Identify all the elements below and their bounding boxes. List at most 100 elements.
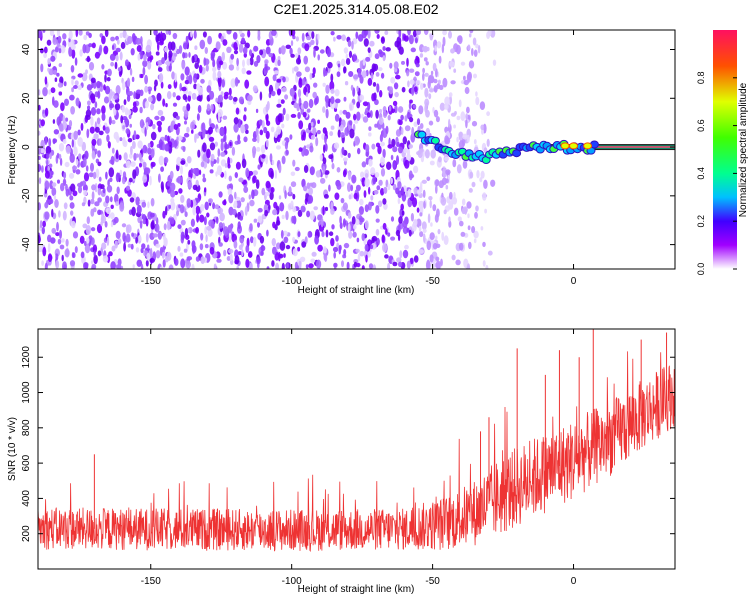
noise-speckle (226, 30, 232, 35)
noise-speckle (151, 220, 155, 230)
noise-speckle (410, 133, 416, 143)
noise-speckle (115, 201, 120, 207)
noise-speckle (145, 121, 149, 130)
noise-speckle (398, 261, 403, 267)
noise-speckle (481, 128, 484, 135)
noise-speckle (437, 228, 441, 235)
noise-speckle (281, 123, 285, 129)
noise-speckle (256, 256, 261, 265)
noise-speckle (361, 233, 365, 242)
noise-speckle (90, 162, 94, 172)
colorbar-tick-label: 0.0 (696, 263, 706, 276)
noise-speckle (198, 131, 203, 137)
noise-speckle (50, 87, 56, 94)
noise-speckle (458, 242, 464, 251)
noise-speckle (38, 202, 41, 211)
noise-speckle (152, 233, 159, 238)
noise-speckle (354, 218, 360, 226)
noise-speckle (229, 253, 233, 262)
noise-speckle (353, 192, 358, 200)
noise-speckle (341, 146, 345, 155)
noise-speckle (148, 89, 151, 95)
noise-speckle (355, 31, 359, 40)
noise-speckle (407, 80, 410, 88)
noise-speckle (104, 85, 111, 95)
noise-speckle (42, 87, 48, 97)
noise-speckle (392, 100, 398, 107)
noise-speckle (180, 231, 185, 241)
noise-speckle (164, 134, 168, 142)
noise-speckle (237, 221, 241, 230)
noise-speckle (147, 147, 152, 155)
noise-speckle (395, 129, 402, 137)
noise-speckle (125, 224, 130, 234)
noise-speckle (210, 53, 215, 61)
noise-speckle (141, 214, 147, 221)
noise-speckle (413, 165, 419, 174)
noise-speckle (335, 98, 341, 104)
noise-speckle (256, 55, 261, 64)
noise-speckle (346, 261, 350, 269)
noise-speckle (324, 95, 329, 103)
noise-speckle (200, 204, 205, 212)
noise-speckle (291, 67, 295, 74)
noise-speckle (378, 67, 383, 72)
noise-speckle (259, 129, 264, 136)
noise-speckle (188, 74, 193, 85)
noise-speckle (199, 214, 205, 223)
noise-speckle (119, 169, 123, 176)
noise-speckle (63, 81, 67, 87)
noise-speckle (421, 221, 427, 231)
noise-speckle (81, 72, 88, 82)
noise-speckle (407, 30, 411, 36)
noise-speckle (155, 51, 160, 56)
noise-speckle (121, 223, 127, 228)
noise-speckle (233, 200, 238, 208)
noise-speckle (78, 153, 82, 160)
noise-speckle (196, 213, 200, 223)
noise-speckle (375, 72, 380, 77)
snr-y-tick-label: 1000 (21, 381, 32, 404)
noise-speckle (233, 96, 238, 102)
noise-speckle (383, 186, 388, 194)
noise-speckle (158, 40, 164, 46)
noise-speckle (237, 139, 241, 145)
noise-speckle (198, 64, 203, 74)
noise-speckle (265, 191, 270, 197)
noise-speckle (234, 77, 239, 87)
noise-speckle (207, 228, 213, 237)
noise-speckle (135, 247, 140, 253)
noise-speckle (426, 46, 430, 52)
noise-speckle (86, 216, 91, 225)
figure-title: C2E1.2025.314.05.08.E02 (273, 1, 438, 17)
noise-speckle (288, 30, 292, 36)
noise-speckle (75, 97, 80, 107)
noise-speckle (473, 238, 477, 244)
noise-speckle (475, 96, 480, 106)
noise-speckle (480, 124, 485, 131)
noise-speckle (163, 156, 169, 164)
noise-speckle (85, 69, 88, 75)
noise-speckle (72, 252, 76, 259)
noise-speckle (383, 110, 387, 118)
noise-speckle (469, 30, 474, 34)
noise-speckle (126, 77, 131, 88)
noise-speckle (56, 30, 61, 37)
noise-speckle (170, 201, 176, 211)
noise-speckle (381, 234, 385, 243)
noise-speckle (75, 158, 79, 166)
noise-speckle (324, 143, 328, 152)
noise-speckle (230, 78, 236, 88)
noise-speckle (168, 53, 172, 62)
noise-speckle (162, 98, 166, 107)
noise-speckle (255, 108, 259, 113)
noise-speckle (468, 33, 472, 38)
colorbar-ticks: 0.0 0.2 0.4 0.6 0.8 (696, 72, 737, 276)
noise-speckle (38, 177, 42, 185)
noise-speckle (147, 244, 150, 249)
noise-speckle (317, 119, 320, 125)
noise-speckle (65, 117, 69, 122)
noise-speckle (193, 30, 197, 39)
noise-speckle (132, 101, 137, 108)
noise-speckle (177, 123, 181, 127)
